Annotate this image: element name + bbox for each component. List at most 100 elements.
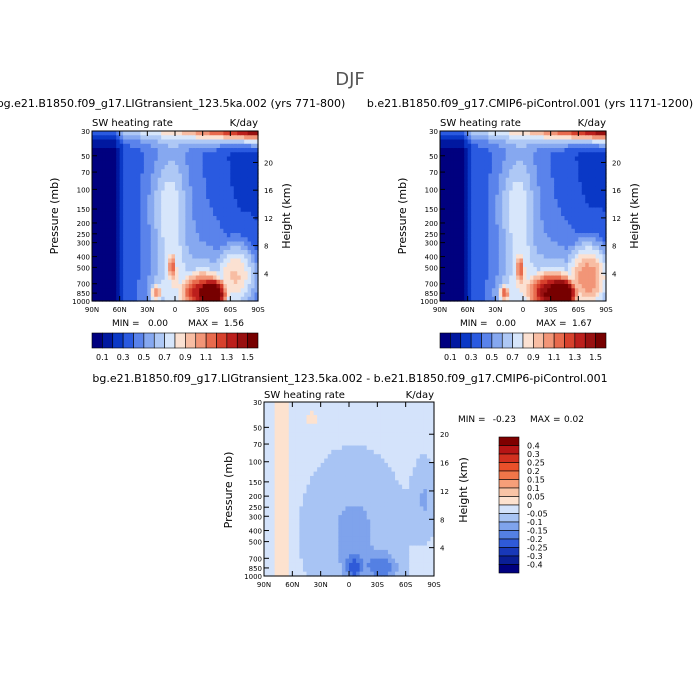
- field-cell: [95, 262, 100, 268]
- field-cell: [564, 284, 569, 289]
- field-cell: [324, 519, 329, 525]
- field-cell: [143, 194, 148, 200]
- field-cell: [161, 220, 166, 226]
- field-cell: [98, 241, 103, 247]
- field-cell: [571, 262, 576, 268]
- field-cell: [140, 143, 145, 149]
- field-cell: [464, 203, 469, 209]
- field-cell: [345, 458, 350, 464]
- field-cell: [136, 182, 142, 187]
- field-cell: [130, 211, 135, 217]
- field-cell: [274, 528, 279, 534]
- field-cell: [564, 203, 569, 209]
- field-cell: [467, 182, 472, 187]
- field-cell: [509, 173, 514, 179]
- field-cell: [310, 462, 315, 468]
- field-cell: [453, 271, 458, 277]
- field-cell: [471, 152, 476, 158]
- field-cell: [209, 194, 214, 200]
- field-cell: [498, 139, 503, 145]
- field-cell: [574, 199, 579, 204]
- field-cell: [331, 454, 336, 460]
- y-tick-label: 250: [425, 231, 438, 239]
- field-cell: [578, 190, 583, 196]
- field-cell: [571, 190, 576, 196]
- field-cell: [195, 254, 200, 260]
- field-cell: [557, 139, 562, 145]
- field-cell: [306, 471, 311, 477]
- field-cell: [313, 410, 318, 416]
- field-cell: [105, 143, 110, 149]
- field-cell: [123, 216, 128, 221]
- field-cell: [164, 267, 169, 272]
- field-cell: [136, 262, 142, 268]
- field-cell: [302, 441, 308, 447]
- field-cell: [602, 131, 607, 136]
- field-cell: [457, 224, 462, 230]
- field-cell: [440, 237, 445, 243]
- field-cell: [488, 228, 493, 234]
- field-cell: [512, 199, 517, 204]
- field-cell: [498, 292, 503, 298]
- field-cell: [516, 271, 521, 277]
- field-cell: [491, 237, 496, 243]
- field-cell: [512, 254, 517, 260]
- field-cell: [327, 454, 332, 460]
- field-cell: [281, 432, 286, 438]
- field-cell: [223, 207, 228, 213]
- field-cell: [199, 233, 204, 238]
- field-cell: [92, 143, 97, 149]
- field-cell: [181, 220, 186, 226]
- field-cell: [175, 262, 180, 268]
- field-cell: [341, 554, 347, 560]
- field-cell: [281, 497, 286, 503]
- field-cell: [488, 190, 493, 196]
- field-cell: [274, 493, 279, 499]
- field-cell: [512, 160, 517, 166]
- field-cell: [453, 182, 458, 187]
- field-cell: [464, 194, 469, 200]
- field-cell: [516, 203, 521, 209]
- field-cell: [157, 250, 162, 255]
- field-cell: [188, 254, 193, 260]
- field-cell: [457, 143, 462, 149]
- field-cell: [274, 471, 279, 477]
- field-cell: [109, 148, 114, 153]
- field-cell: [226, 173, 231, 179]
- field-cell: [467, 279, 472, 285]
- field-cell: [216, 143, 221, 149]
- field-cell: [119, 296, 124, 302]
- field-cell: [512, 131, 517, 136]
- field-cell: [192, 262, 197, 268]
- field-cell: [140, 139, 145, 145]
- field-cell: [288, 558, 293, 564]
- field-cell: [192, 220, 197, 226]
- field-cell: [206, 267, 211, 272]
- min-label: MIN =: [458, 415, 486, 425]
- field-cell: [467, 216, 472, 221]
- field-cell: [334, 415, 339, 420]
- field-cell: [102, 292, 107, 298]
- field-cell: [460, 216, 465, 221]
- field-cell: [295, 484, 301, 490]
- field-cell: [105, 279, 110, 285]
- field-cell: [102, 199, 107, 204]
- field-cell: [505, 279, 510, 285]
- field-cell: [561, 262, 566, 268]
- field-cell: [112, 262, 117, 268]
- field-cell: [498, 203, 503, 209]
- field-cell: [578, 203, 583, 209]
- field-cell: [581, 207, 586, 213]
- field-cell: [450, 165, 455, 170]
- field-cell: [533, 211, 538, 217]
- field-cell: [133, 156, 138, 162]
- field-cell: [505, 271, 510, 277]
- field-cell: [345, 467, 350, 473]
- field-cell: [526, 279, 531, 285]
- field-cell: [209, 143, 214, 149]
- field-cell: [595, 237, 600, 243]
- field-cell: [288, 484, 293, 490]
- field-cell: [226, 131, 231, 136]
- field-cell: [251, 233, 256, 238]
- field-cell: [237, 135, 242, 141]
